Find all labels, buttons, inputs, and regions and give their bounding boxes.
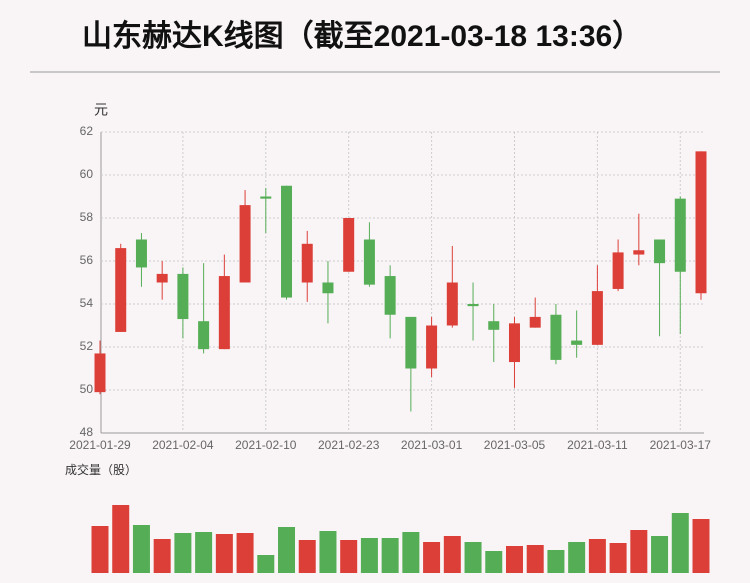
volume-bar xyxy=(112,505,130,573)
volume-bar xyxy=(153,539,171,573)
candle-body xyxy=(384,276,396,315)
candle-body xyxy=(218,276,230,350)
candle-body xyxy=(363,239,375,285)
candle-body xyxy=(239,205,251,283)
y-tick-label: 62 xyxy=(80,124,94,138)
candle-body xyxy=(177,273,189,320)
volume-bar xyxy=(692,519,710,573)
x-tick-label: 2021-03-01 xyxy=(401,438,463,452)
volume-bar xyxy=(505,546,523,573)
y-unit: 元 xyxy=(94,102,108,118)
volume-bar xyxy=(257,555,275,573)
x-tick-label: 2021-01-29 xyxy=(69,438,131,452)
chart-title: 山东赫达K线图（截至2021-03-18 13:36） xyxy=(82,19,642,53)
volume-bar xyxy=(298,540,316,573)
x-tick-label: 2021-03-11 xyxy=(567,438,628,452)
candle-body xyxy=(156,273,168,283)
candle-body xyxy=(695,151,707,294)
x-tick-label: 2021-02-04 xyxy=(152,438,214,452)
candle-body xyxy=(633,250,645,255)
volume-bar xyxy=(568,542,586,573)
x-tick-label: 2021-03-17 xyxy=(650,438,712,452)
volume-bar xyxy=(651,536,669,573)
y-tick-label: 54 xyxy=(80,296,94,310)
y-tick-label: 52 xyxy=(80,339,94,353)
candle-body xyxy=(446,282,458,326)
volume-bar xyxy=(132,525,150,573)
volume-bar xyxy=(340,540,358,573)
candle-body xyxy=(94,353,106,393)
volume-bar xyxy=(319,531,337,573)
volume-bar xyxy=(547,550,565,573)
y-tick-label: 60 xyxy=(80,167,94,181)
volume-bar xyxy=(485,551,503,573)
candle-body xyxy=(529,316,541,328)
candle-body xyxy=(654,239,666,264)
y-tick-label: 48 xyxy=(80,425,94,439)
candle-body xyxy=(405,316,417,369)
candle-body xyxy=(488,321,500,330)
candle-body xyxy=(612,252,624,289)
candle-body xyxy=(591,291,603,345)
x-tick-label: 2021-03-05 xyxy=(484,438,546,452)
candle-body xyxy=(301,243,313,283)
candle-body xyxy=(550,314,562,360)
candle-body xyxy=(508,323,520,363)
volume-bar xyxy=(402,532,420,573)
candle-body xyxy=(426,325,438,369)
volume-bar xyxy=(195,532,213,573)
volume-label: 成交量（股） xyxy=(65,462,137,477)
y-tick-label: 58 xyxy=(80,210,94,224)
volume-bar xyxy=(588,539,606,573)
candle-body xyxy=(135,239,147,268)
volume-bar xyxy=(215,534,233,573)
candle-body xyxy=(281,185,293,298)
candle-body xyxy=(343,218,355,272)
volume-bar xyxy=(443,536,461,573)
candle-body xyxy=(571,340,583,345)
volume-bar xyxy=(381,538,399,573)
volume-bar xyxy=(630,530,648,573)
volume-bar xyxy=(609,543,627,573)
volume-bar xyxy=(360,538,378,573)
volume-bar xyxy=(526,545,544,573)
volume-bar xyxy=(423,542,441,573)
x-tick-label: 2021-02-23 xyxy=(318,438,380,452)
volume-bar xyxy=(671,513,689,573)
candle-body xyxy=(115,248,127,332)
volume-bar xyxy=(278,527,296,573)
candle-body xyxy=(467,304,479,307)
volume-bar xyxy=(91,526,109,573)
volume-bar xyxy=(236,533,254,573)
volume-bar xyxy=(464,542,482,573)
x-tick-label: 2021-02-10 xyxy=(235,438,297,452)
volume-bar xyxy=(174,533,192,573)
candle-body xyxy=(198,321,210,350)
candle-body xyxy=(322,282,334,294)
candle-body xyxy=(260,196,272,199)
y-tick-label: 50 xyxy=(80,382,94,396)
candle-body xyxy=(674,198,686,272)
y-tick-label: 56 xyxy=(80,253,94,267)
